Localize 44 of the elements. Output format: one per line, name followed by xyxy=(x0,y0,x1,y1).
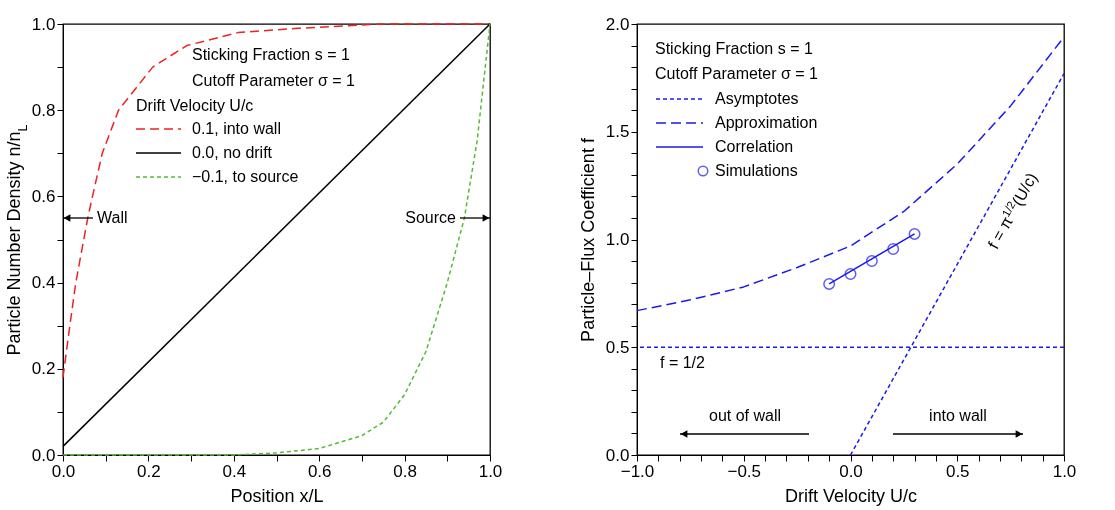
annotation: Cutoff Parameter σ = 1 xyxy=(192,72,356,89)
x-axis-title: Drift Velocity U/c xyxy=(784,485,918,506)
legend-label: 0.0, no drift xyxy=(192,144,273,161)
y-tick-label: 0.6 xyxy=(31,186,56,206)
annotation: into wall xyxy=(929,407,987,424)
point xyxy=(887,243,900,255)
x-tick-label: 0.5 xyxy=(945,461,970,481)
x-tick-label: 0.4 xyxy=(222,461,247,481)
legend-label: Correlation xyxy=(715,138,794,155)
x-tick-label: −0.5 xyxy=(727,461,762,481)
x-tick-label: 0.8 xyxy=(393,461,417,481)
y-axis-title: Particle–Flux Coefficient f xyxy=(577,137,598,342)
ref-line-label: f = 1/2 xyxy=(660,354,706,372)
annotation: out of wall xyxy=(708,407,782,424)
annotation: Sticking Fraction s = 1 xyxy=(655,40,813,57)
x-tick-label: 1.0 xyxy=(478,461,503,481)
legend-label: −0.1, to source xyxy=(192,168,299,185)
y-tick-label: 1.5 xyxy=(605,122,630,142)
x-tick-label: 0.2 xyxy=(137,461,161,481)
annotation: Source xyxy=(405,209,457,226)
legend-label: 0.1, into wall xyxy=(192,120,281,137)
legend-label: Asymptotes xyxy=(715,90,799,107)
y-tick-label: 0.8 xyxy=(31,100,56,120)
annotation: Sticking Fraction s = 1 xyxy=(192,46,350,63)
point xyxy=(908,227,921,240)
legend-label: Approximation xyxy=(715,114,818,131)
y-tick-label: 2.0 xyxy=(605,14,630,34)
y-tick-label: 0.4 xyxy=(31,273,56,293)
line-series xyxy=(62,23,491,379)
x-tick-label: 1.0 xyxy=(1052,461,1077,481)
y-tick-label: 0.2 xyxy=(31,359,56,379)
point xyxy=(823,277,836,290)
y-tick-label: 0.5 xyxy=(605,337,630,357)
legend-label: Simulations xyxy=(715,162,798,179)
legend-title: Drift Velocity U/c xyxy=(136,97,254,114)
y-tick-label: 1.0 xyxy=(31,14,56,34)
point xyxy=(844,268,857,280)
x-tick-label: 0.0 xyxy=(839,461,863,481)
x-axis-title: Position x/L xyxy=(230,485,324,506)
y-tick-label: 1.0 xyxy=(605,230,630,249)
x-tick-label: 0.6 xyxy=(307,461,332,481)
annotation: Wall xyxy=(97,209,128,226)
annotation: Cutoff Parameter σ = 1 xyxy=(655,65,819,82)
point xyxy=(865,255,878,268)
